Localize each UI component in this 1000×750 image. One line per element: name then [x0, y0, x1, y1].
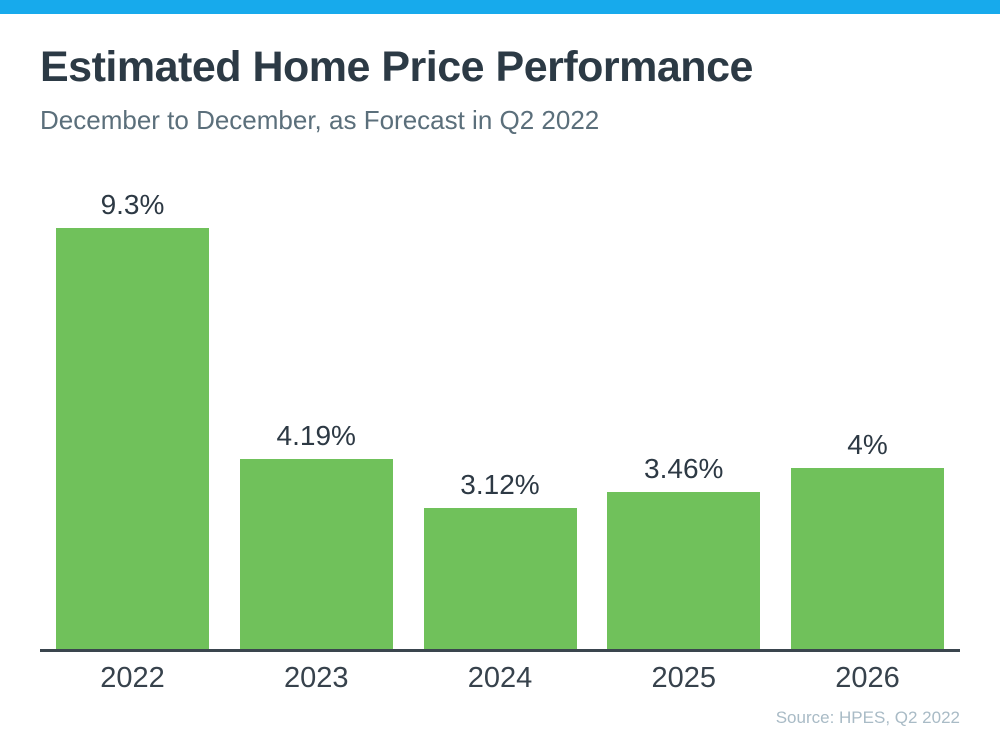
- x-axis-label: 2023: [283, 662, 349, 694]
- bar-value-label: 4%: [847, 429, 888, 460]
- bar-value-label: 4.19%: [276, 420, 356, 451]
- top-accent-bar: [0, 0, 1000, 14]
- bar-value-label: 3.46%: [644, 453, 724, 484]
- bar: [791, 468, 944, 649]
- bar: [423, 508, 577, 649]
- chart-plot-area: 9.3% 4.19% 3.12% 3.46% 4%: [40, 182, 960, 652]
- x-axis-label: 2025: [651, 662, 716, 694]
- page-title: Estimated Home Price Performance: [40, 43, 753, 91]
- x-axis-labels-row: 2022 2023 2024 2025 2026: [40, 664, 960, 693]
- x-axis-label: 2024: [467, 662, 533, 694]
- page-subtitle: December to December, as Forecast in Q2 …: [40, 105, 600, 135]
- bar: [607, 492, 761, 649]
- x-axis-label: 2022: [100, 662, 165, 694]
- bar-column: 3.46%: [607, 453, 761, 649]
- bar-value-label: 9.3%: [100, 189, 165, 220]
- x-axis-label: 2026: [835, 662, 900, 694]
- bar-column: 4%: [791, 431, 944, 649]
- content-area: Estimated Home Price Performance Decembe…: [0, 46, 1000, 726]
- bar-value-label: 3.12%: [460, 469, 540, 500]
- bar-column: 3.12%: [423, 469, 577, 649]
- bar: [239, 459, 393, 649]
- source-note: Source: HPES, Q2 2022: [775, 708, 960, 727]
- bar-chart: 9.3% 4.19% 3.12% 3.46% 4% 2022 2023 2024 2025 20…: [40, 182, 960, 693]
- bar-column: 9.3%: [56, 191, 209, 649]
- bar: [56, 228, 209, 649]
- bar-column: 4.19%: [239, 420, 393, 649]
